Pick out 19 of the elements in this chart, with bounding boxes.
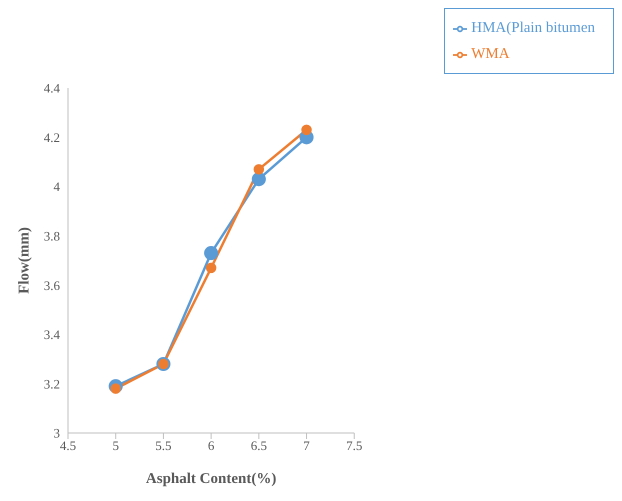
x-tick-label: 6: [208, 438, 215, 454]
x-tick-label: 7: [303, 438, 310, 454]
y-tick-label: 3.8: [44, 228, 60, 244]
legend-label: HMA(Plain bitumen: [471, 20, 595, 36]
legend-label: WMA: [471, 46, 510, 62]
x-axis-title: Asphalt Content(%): [146, 471, 276, 487]
y-tick-label: 3: [54, 426, 60, 441]
y-tick-label: 4.4: [44, 80, 60, 96]
y-axis-title: Flow(mm): [16, 227, 32, 294]
x-tick-label: 5.5: [155, 438, 172, 454]
x-tick-label: 5: [112, 438, 119, 454]
y-tick-label: 4: [54, 179, 60, 194]
y-tick-label: 3.4: [44, 327, 60, 342]
y-tick-label: 4.2: [44, 130, 60, 145]
x-tick-label: 7.5: [346, 438, 362, 454]
x-tick-label: 6.5: [250, 438, 267, 454]
x-tick-label: 4.5: [60, 438, 76, 454]
y-tick-label: 3.2: [44, 376, 60, 392]
y-tick-label: 3.6: [44, 278, 60, 293]
